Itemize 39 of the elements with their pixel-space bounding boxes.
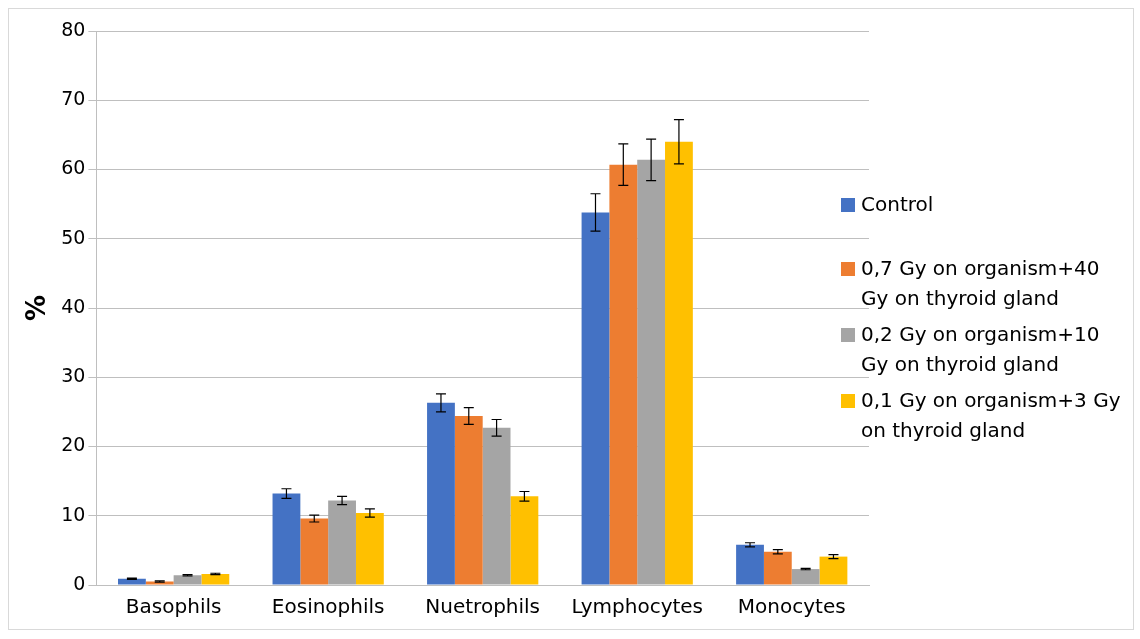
- bar: [581, 212, 610, 585]
- bar: [665, 141, 693, 585]
- bar: [355, 512, 384, 585]
- y-axis-title: %: [21, 294, 52, 322]
- bar: [791, 569, 820, 585]
- bar: [510, 496, 539, 585]
- y-tick-label: 0: [73, 571, 86, 594]
- x-tick-label: Basophils: [125, 594, 222, 619]
- y-tick-label: 70: [61, 87, 86, 110]
- bar: [173, 575, 202, 585]
- x-tick-label: Lymphocytes: [571, 594, 704, 619]
- bar: [145, 581, 174, 585]
- bar: [300, 518, 329, 585]
- bar: [763, 551, 792, 585]
- x-tick-label: Nuetrophils: [425, 594, 541, 619]
- bar: [609, 164, 638, 585]
- bar: [637, 159, 666, 585]
- y-tick-label: 10: [61, 502, 86, 525]
- bar: [118, 578, 146, 585]
- y-tick-label: 80: [61, 17, 86, 40]
- bar: [427, 402, 455, 585]
- bar: [819, 556, 848, 585]
- bar: [482, 427, 511, 585]
- legend-label: Control: [861, 191, 934, 218]
- y-tick-label: 30: [61, 364, 86, 387]
- x-tick-label: Eosinophils: [271, 594, 385, 619]
- legend-label: 0,7 Gy on organism+40 Gy on thyroid gland: [861, 255, 1101, 312]
- bar: [328, 500, 356, 585]
- x-tick-label: Monocytes: [737, 594, 846, 619]
- legend-label: 0,1 Gy on organism+3 Gy on thyroid gland: [861, 387, 1121, 444]
- y-tick-label: 20: [61, 433, 86, 456]
- bar: [736, 544, 764, 585]
- bar: [201, 573, 230, 585]
- legend-label: 0,2 Gy on organism+10 Gy on thyroid gland: [861, 321, 1101, 378]
- y-tick-label: 40: [61, 294, 86, 317]
- bar: [272, 493, 301, 585]
- y-tick-label: 50: [61, 225, 86, 248]
- y-tick-label: 60: [61, 156, 86, 179]
- bar: [454, 416, 483, 585]
